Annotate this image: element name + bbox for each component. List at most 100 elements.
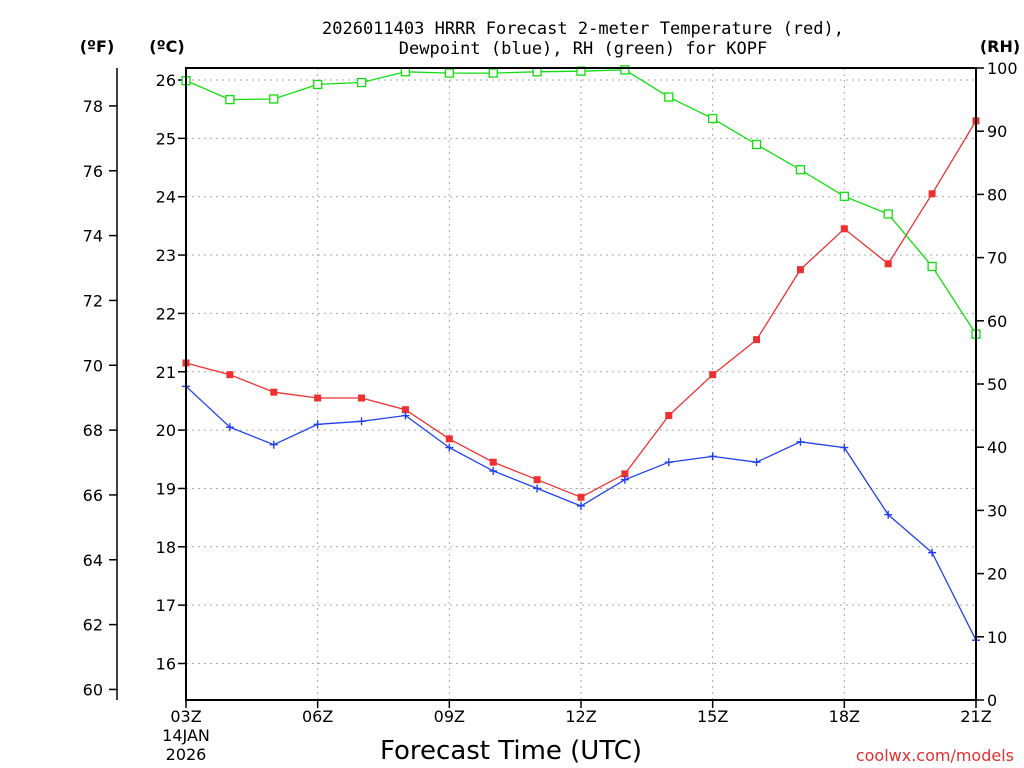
fahrenheit-tick-label: 64 [83,551,103,570]
fahrenheit-tick-label: 68 [83,421,103,440]
data-point [445,435,453,443]
data-point [839,191,849,201]
grid [185,68,977,700]
rh-axis: 0 10 20 30 40 50 60 70 80 90 100 [976,59,1018,710]
data-point [796,437,805,446]
data-point [401,411,410,420]
celsius-axis-unit: (ºC) [149,37,184,56]
data-point [356,77,367,88]
rh-tick-label: 80 [987,185,1007,204]
data-point [533,476,541,484]
x-tick-label: 18Z [829,707,860,726]
data-point [445,443,454,452]
x-tick-label: 03Z [170,707,201,726]
data-point [226,371,234,379]
data-point [314,394,322,402]
data-point [269,94,279,104]
x-tick-label: 12Z [565,707,596,726]
data-point [577,501,585,510]
celsius-axis: 16 17 18 19 20 21 22 23 24 25 26 [156,71,186,674]
data-point [840,443,849,452]
fahrenheit-tick-label: 70 [83,356,103,375]
data-point [708,113,718,124]
fahrenheit-tick-label: 60 [83,680,103,699]
data-point [269,440,278,449]
rh-tick-label: 40 [987,438,1007,457]
rh-tick-label: 0 [987,691,997,710]
data-point [708,452,717,461]
celsius-tick-label: 20 [156,421,176,440]
rh-tick-label: 60 [987,312,1007,331]
data-point [796,266,804,274]
rh-tick-label: 30 [987,501,1007,520]
celsius-tick-label: 19 [156,479,176,498]
x-tick-label: 06Z [302,707,333,726]
data-point [225,423,234,432]
fahrenheit-tick-label: 76 [83,162,103,181]
data-point [225,94,235,105]
data-point [751,139,762,150]
celsius-tick-label: 22 [156,304,176,323]
celsius-tick-label: 16 [156,655,176,674]
rh-tick-label: 50 [987,375,1007,394]
fahrenheit-axis-unit: (ºF) [80,37,115,56]
fahrenheit-tick-label: 66 [83,486,103,505]
data-point [621,470,629,478]
celsius-tick-label: 23 [156,246,176,265]
data-point [795,165,806,175]
x-tick-label: 21Z [960,707,991,726]
data-point [358,394,366,402]
data-point [577,493,585,501]
data-point [664,92,674,102]
data-point [753,336,761,344]
celsius-tick-label: 17 [156,596,176,615]
x-axis: 03Z 06Z 09Z 12Z 15Z 18Z 21Z [170,700,992,726]
celsius-tick-label: 25 [156,129,176,148]
data-point [444,68,454,78]
credit-text: coolwx.com/models [856,746,1014,765]
data-point [840,225,848,233]
data-point [620,475,629,484]
celsius-tick-label: 21 [156,363,176,382]
chart-title-line2: Dewpoint (blue), RH (green) for KOPF [399,39,767,59]
data-point [401,406,409,414]
data-point [709,371,717,379]
data-point [357,417,366,426]
data-point [884,260,892,268]
rh-tick-label: 10 [987,628,1007,647]
rh-tick-label: 100 [987,59,1018,78]
data-point [488,68,498,78]
data-point [489,458,497,466]
fahrenheit-tick-label: 74 [83,227,103,246]
data-point [752,458,761,467]
data-point [620,65,630,75]
data-point [533,484,542,493]
rh-tick-label: 20 [987,565,1007,584]
data-point [665,412,673,420]
plot-frame [185,67,977,701]
rh-tick-label: 70 [987,249,1007,268]
fahrenheit-tick-label: 78 [83,97,103,116]
data-point [883,209,893,219]
celsius-tick-label: 24 [156,188,176,207]
rh-tick-label: 90 [987,122,1007,141]
x-tick-label: 15Z [697,707,728,726]
rh-axis-unit: (RH) [980,37,1020,56]
fahrenheit-tick-label: 62 [83,616,103,635]
data-point [884,510,893,519]
x-date-line1: 14JAN [162,726,210,745]
fahrenheit-axis: 60 62 64 66 68 70 72 74 76 78 [83,97,117,699]
data-point [927,261,937,272]
data-point [928,548,937,557]
data-point [270,388,278,396]
data-point [313,420,322,429]
celsius-tick-label: 26 [156,71,176,90]
celsius-tick-label: 18 [156,538,176,557]
data-point [664,458,673,467]
data-point [928,190,936,198]
chart-title-line1: 2026011403 HRRR Forecast 2-meter Tempera… [322,19,844,39]
x-tick-label: 09Z [434,707,465,726]
fahrenheit-tick-label: 72 [83,291,103,310]
data-point [489,466,498,475]
